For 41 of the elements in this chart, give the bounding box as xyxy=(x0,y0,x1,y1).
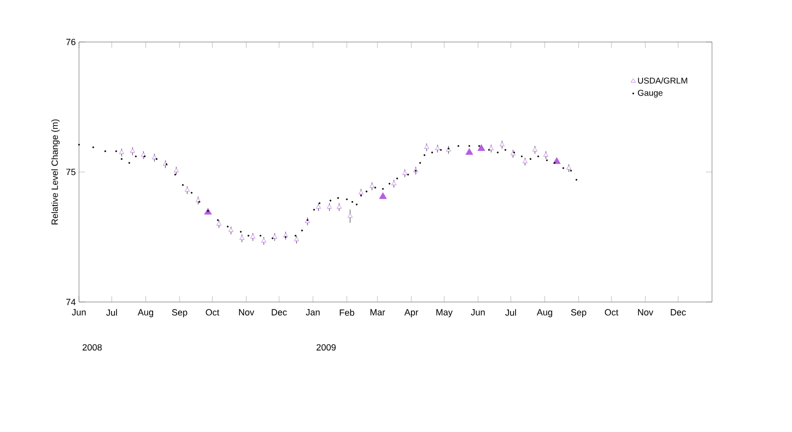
x-tick-label: Mar xyxy=(370,309,386,316)
point xyxy=(348,213,353,218)
legend-label: Gauge xyxy=(638,90,663,98)
x-tick-label: Jun xyxy=(72,309,86,316)
legend-label: USDA/GRLM xyxy=(638,77,688,84)
point xyxy=(152,154,157,160)
x-tick-label: Oct xyxy=(604,309,618,316)
point xyxy=(435,146,440,150)
point xyxy=(532,147,538,152)
y-tick-label: 75 xyxy=(66,168,76,176)
x-tick-label: Jul xyxy=(106,309,117,316)
x-tick-label: Oct xyxy=(206,309,220,316)
point xyxy=(478,144,486,151)
x-tick-label: Nov xyxy=(638,309,654,316)
text: 2009 xyxy=(316,344,336,351)
point xyxy=(522,158,528,164)
x-tick-label: Dec xyxy=(670,309,686,316)
x-tick-label: Apr xyxy=(404,309,418,318)
x-tick-label: Feb xyxy=(340,309,354,316)
point xyxy=(130,148,136,153)
point xyxy=(294,236,300,242)
x-tick-label: Dec xyxy=(272,309,287,316)
x-tick-label: Aug xyxy=(536,309,552,318)
x-tick-label: Jun xyxy=(470,309,485,316)
y-tick-label: 76 xyxy=(66,38,76,46)
point xyxy=(465,148,474,155)
point xyxy=(500,142,505,146)
point xyxy=(316,204,321,209)
x-tick-label: Jan xyxy=(306,309,320,316)
y-axis-title: Relative Level Change (m) xyxy=(51,119,60,224)
x-tick-label: Sep xyxy=(172,309,188,318)
text: 2008 xyxy=(82,344,102,351)
x-tick-label: Sep xyxy=(571,309,586,318)
point xyxy=(239,236,244,240)
point xyxy=(379,192,387,199)
x-tick-label: Jul xyxy=(505,309,516,316)
x-tick-label: May xyxy=(436,309,453,318)
point xyxy=(358,190,364,194)
x-tick-label: Nov xyxy=(239,309,254,316)
x-tick-label: Aug xyxy=(138,309,154,318)
y-tick-label: 74 xyxy=(66,298,76,306)
